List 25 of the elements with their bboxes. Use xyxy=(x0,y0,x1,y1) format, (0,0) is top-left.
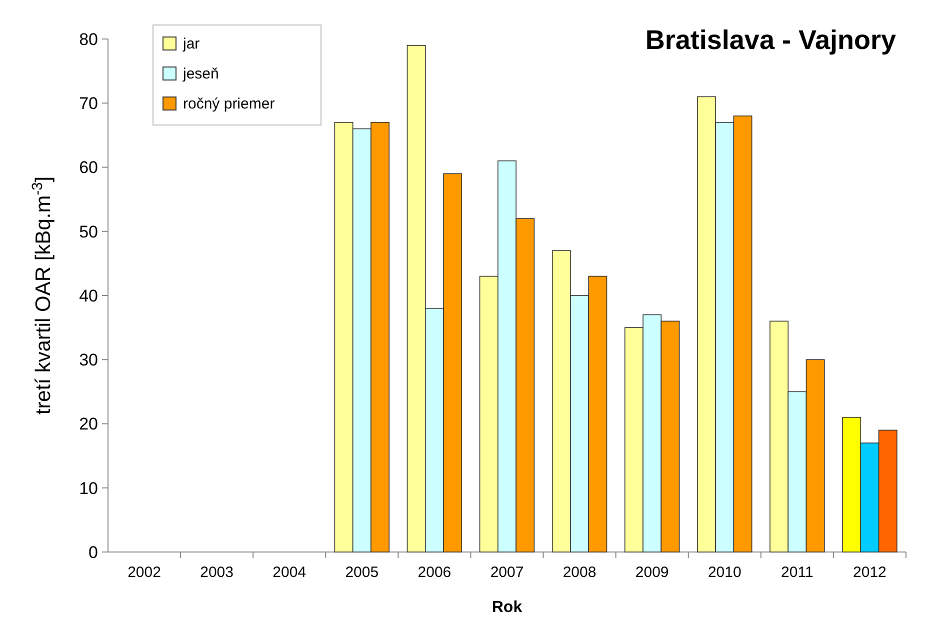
x-tick-label: 2006 xyxy=(418,564,452,581)
y-tick-label: 50 xyxy=(79,222,98,242)
x-tick-label: 2002 xyxy=(128,564,161,581)
legend-label: ročný priemer xyxy=(183,95,275,112)
y-tick-label: 40 xyxy=(79,286,98,306)
y-tick-label: 60 xyxy=(79,158,98,178)
legend-label: jar xyxy=(182,35,200,52)
x-tick-label: 2003 xyxy=(200,564,234,581)
x-tick-label: 2010 xyxy=(708,564,742,581)
y-tick-label: 70 xyxy=(79,94,98,114)
chart-title: Bratislava - Vajnory xyxy=(645,25,896,55)
x-tick-label: 2011 xyxy=(781,564,814,581)
y-tick-label: 0 xyxy=(88,542,98,562)
x-tick-label: 2009 xyxy=(635,564,669,581)
x-axis-title: Rok xyxy=(492,599,522,616)
y-tick-label: 30 xyxy=(79,350,98,370)
x-tick-label: 2012 xyxy=(853,564,886,581)
x-tick-label: 2005 xyxy=(345,564,379,581)
x-tick-label: 2004 xyxy=(272,564,306,581)
x-tick-label: 2007 xyxy=(490,564,524,581)
y-tick-label: 80 xyxy=(79,30,98,49)
legend-label: jeseň xyxy=(182,65,219,82)
y-tick-label: 20 xyxy=(79,414,98,434)
x-tick-label: 2008 xyxy=(562,564,596,581)
y-tick-label: 10 xyxy=(79,478,98,498)
